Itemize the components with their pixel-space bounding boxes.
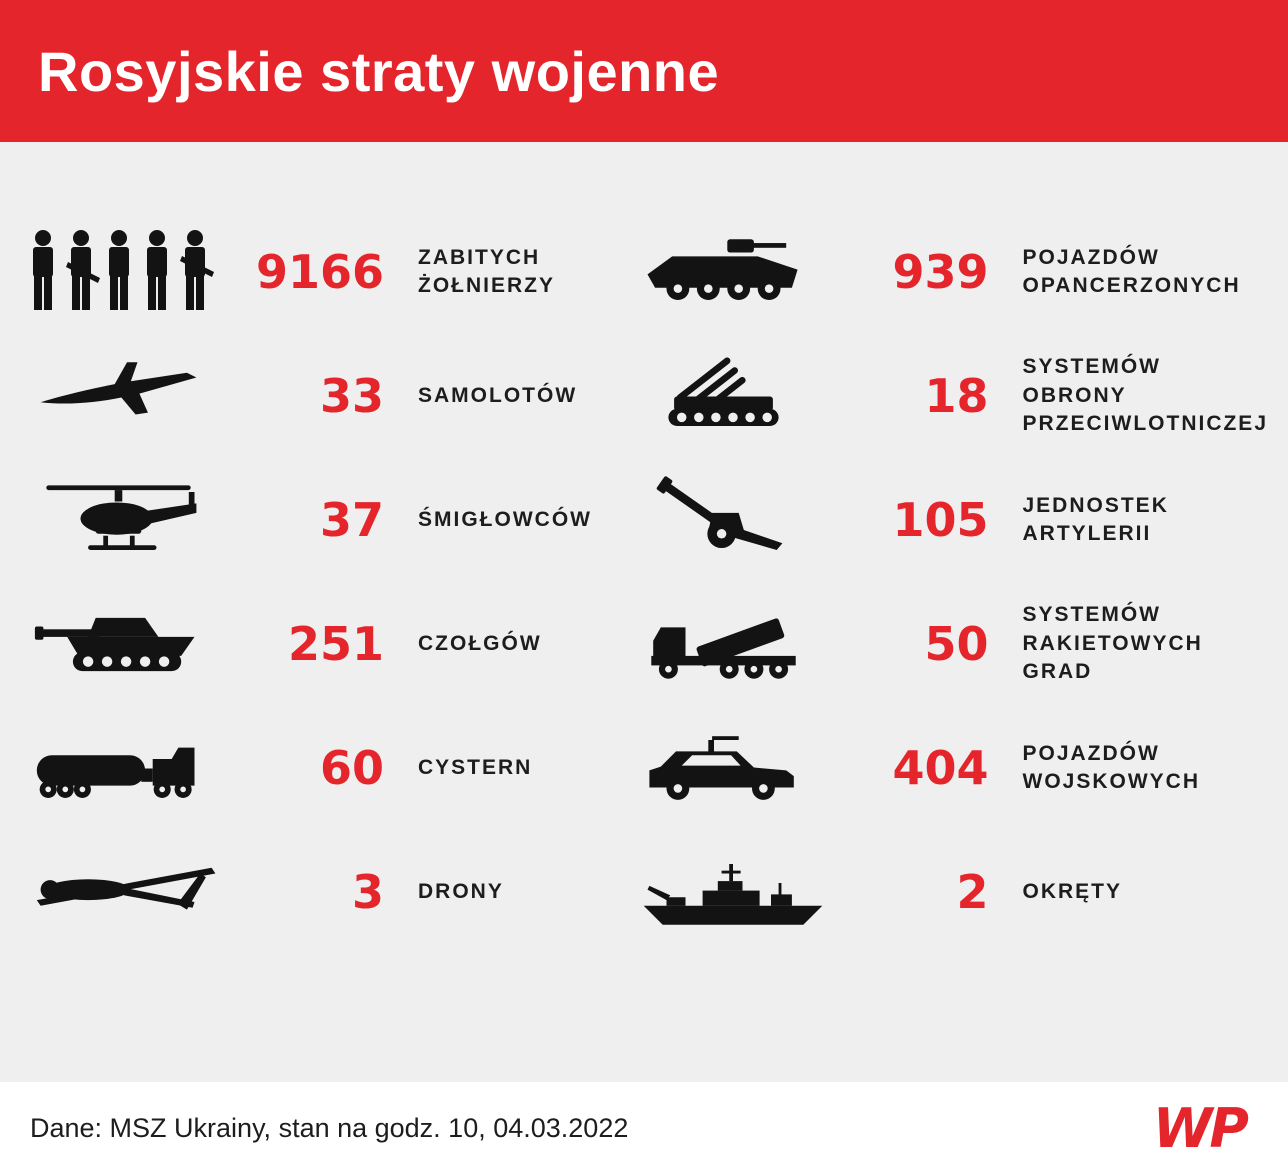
jet-icon (14, 349, 242, 444)
stat-row-grad-systems: 50 SYSTEMÓW RAKIETOWYCH GRAD (619, 582, 1269, 706)
apc-icon (619, 225, 847, 320)
stat-row-ships: 2 OKRĘTY (619, 830, 1269, 954)
stat-value: 33 (319, 369, 384, 423)
soldiers-icon (14, 222, 242, 322)
sam-icon (619, 349, 847, 444)
stat-row-artillery: 105 JEDNOSTEK ARTYLERII (619, 458, 1269, 582)
stat-label: POJAZDÓW OPANCERZONYCH (1022, 245, 1241, 297)
stat-row-tanks: 251 CZOŁGÓW (14, 582, 611, 706)
stat-row-air-defense: 18 SYSTEMÓW OBRONY PRZECIWLOTNICZEJ (619, 334, 1269, 458)
stat-value: 404 (892, 741, 989, 795)
stat-row-military-vehicles: 404 POJAZDÓW WOJSKOWYCH (619, 706, 1269, 830)
footer-bar: Dane: MSZ Ukrainy, stan na godz. 10, 04.… (0, 1082, 1288, 1174)
stat-value: 50 (924, 617, 989, 671)
stat-value: 2 (956, 865, 989, 919)
stat-label: CZOŁGÓW (418, 631, 542, 655)
stat-label: OKRĘTY (1022, 879, 1123, 903)
stat-row-planes: 33 SAMOLOTÓW (14, 334, 611, 458)
stat-label: SAMOLOTÓW (418, 383, 578, 407)
data-source-text: Dane: MSZ Ukrainy, stan na godz. 10, 04.… (30, 1112, 629, 1143)
artillery-icon (619, 473, 847, 568)
stat-row-soldiers: 9166 ZABITYCH ŻOŁNIERZY (14, 210, 611, 334)
stat-value: 37 (319, 493, 384, 547)
stat-label: JEDNOSTEK ARTYLERII (1022, 493, 1169, 545)
stat-row-armored-vehicles: 939 POJAZDÓW OPANCERZONYCH (619, 210, 1269, 334)
drone-icon (14, 845, 242, 940)
header-bar: Rosyjskie straty wojenne (0, 0, 1288, 142)
stat-label: SYSTEMÓW RAKIETOWYCH GRAD (1022, 603, 1203, 684)
stat-label: POJAZDÓW WOJSKOWYCH (1022, 741, 1200, 793)
stat-value: 60 (319, 741, 384, 795)
stat-value: 105 (892, 493, 989, 547)
helicopter-icon (14, 473, 242, 568)
left-column: 9166 ZABITYCH ŻOŁNIERZY 33 SAMOLOTÓW (14, 210, 611, 954)
stat-value: 3 (351, 865, 384, 919)
stat-row-tankers: 60 CYSTERN (14, 706, 611, 830)
wp-logo: WP (1152, 1096, 1249, 1160)
stat-row-drones: 3 DRONY (14, 830, 611, 954)
stat-value: 18 (924, 369, 989, 423)
stat-label: DRONY (418, 879, 504, 903)
stats-grid: 9166 ZABITYCH ŻOŁNIERZY 33 SAMOLOTÓW (0, 142, 1288, 1082)
stat-label: CYSTERN (418, 755, 533, 779)
stat-label: ŚMIGŁOWCÓW (418, 507, 592, 531)
warship-icon (619, 845, 847, 940)
stat-value: 9166 (255, 245, 384, 299)
page-title: Rosyjskie straty wojenne (38, 39, 720, 103)
tanker-truck-icon (14, 721, 242, 816)
right-column: 939 POJAZDÓW OPANCERZONYCH 18 SYST (619, 210, 1269, 954)
stat-label: SYSTEMÓW OBRONY PRZECIWLOTNICZEJ (1022, 355, 1268, 436)
stat-value: 939 (892, 245, 989, 299)
stat-label: ZABITYCH ŻOŁNIERZY (418, 245, 555, 297)
stat-row-helicopters: 37 ŚMIGŁOWCÓW (14, 458, 611, 582)
mlrs-icon (619, 597, 847, 692)
stat-value: 251 (287, 617, 384, 671)
jeep-icon (619, 721, 847, 816)
tank-icon (14, 597, 242, 692)
